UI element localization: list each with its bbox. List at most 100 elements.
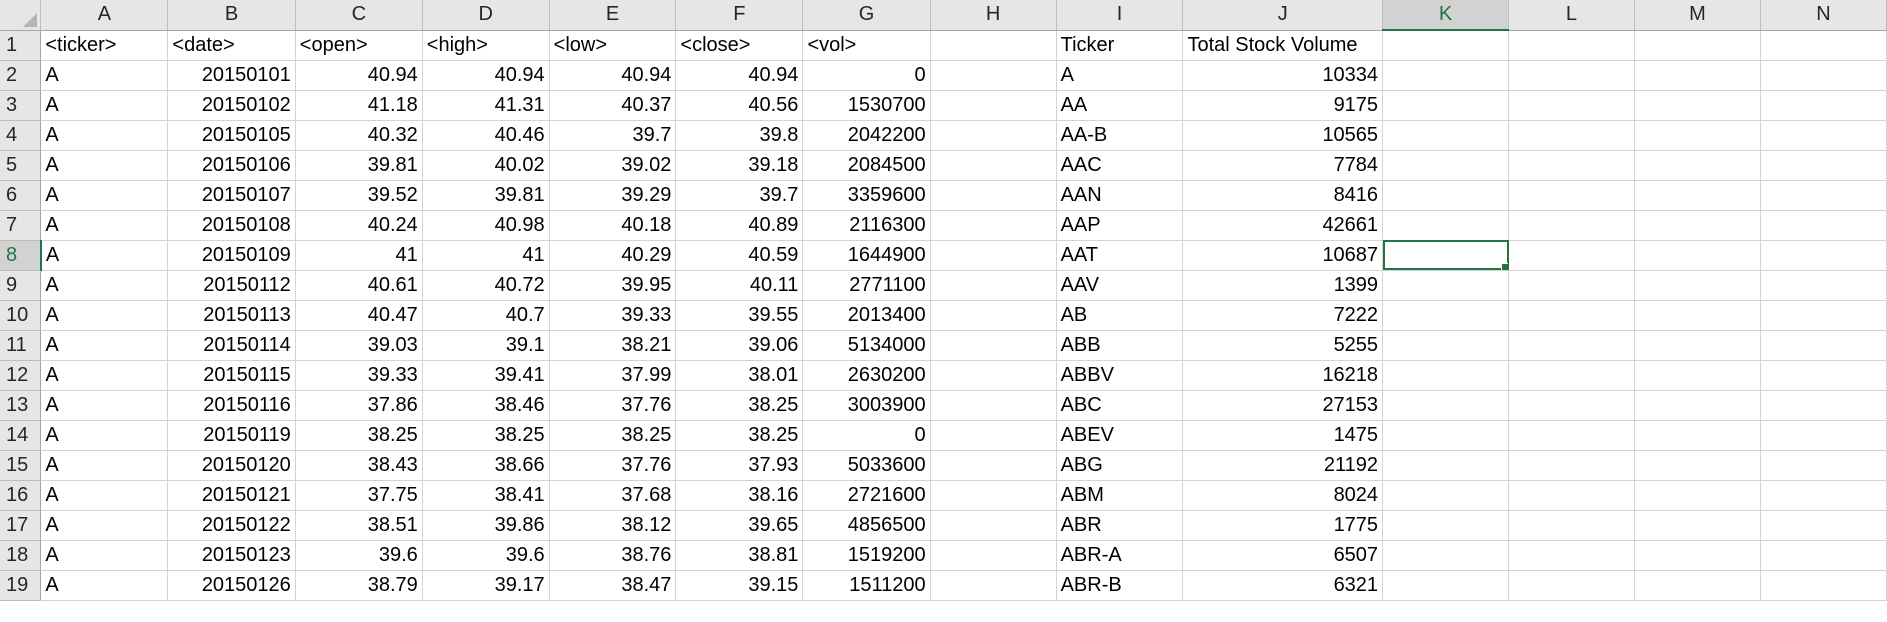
cell-k3[interactable] [1382, 90, 1509, 121]
cell-n12[interactable] [1760, 360, 1887, 391]
cell-m10[interactable] [1634, 300, 1761, 331]
cell-m18[interactable] [1634, 540, 1761, 571]
cell-e18[interactable]: 38.76 [549, 540, 677, 571]
row-header-3[interactable]: 3 [0, 90, 42, 121]
cell-m2[interactable] [1634, 60, 1761, 91]
row-header-10[interactable]: 10 [0, 300, 42, 331]
cell-m19[interactable] [1634, 570, 1761, 601]
cell-l1[interactable] [1508, 30, 1635, 61]
cell-n1[interactable] [1760, 30, 1887, 61]
cell-f1[interactable]: <close> [675, 30, 804, 61]
cell-h7[interactable] [930, 210, 1057, 241]
column-header-g[interactable]: G [802, 0, 931, 31]
cell-f5[interactable]: 39.18 [675, 150, 804, 181]
cell-b18[interactable]: 20150123 [167, 540, 296, 571]
row-header-2[interactable]: 2 [0, 60, 42, 91]
cell-g9[interactable]: 2771100 [802, 270, 931, 301]
cell-l13[interactable] [1508, 390, 1635, 421]
cell-d10[interactable]: 40.7 [422, 300, 550, 331]
cell-c15[interactable]: 38.43 [295, 450, 423, 481]
cell-l3[interactable] [1508, 90, 1635, 121]
cell-g18[interactable]: 1519200 [802, 540, 931, 571]
cell-m5[interactable] [1634, 150, 1761, 181]
column-header-c[interactable]: C [295, 0, 423, 31]
cell-b1[interactable]: <date> [167, 30, 296, 61]
row-header-18[interactable]: 18 [0, 540, 42, 571]
cell-a19[interactable]: A [40, 570, 169, 601]
cell-k19[interactable] [1382, 570, 1509, 601]
cell-n9[interactable] [1760, 270, 1887, 301]
cell-n18[interactable] [1760, 540, 1887, 571]
cell-i15[interactable]: ABG [1056, 450, 1184, 481]
row-header-15[interactable]: 15 [0, 450, 42, 481]
cell-f15[interactable]: 37.93 [675, 450, 804, 481]
cell-i9[interactable]: AAV [1056, 270, 1184, 301]
cell-f10[interactable]: 39.55 [675, 300, 804, 331]
cell-c16[interactable]: 37.75 [295, 480, 423, 511]
cell-c5[interactable]: 39.81 [295, 150, 423, 181]
cell-a14[interactable]: A [40, 420, 169, 451]
cell-l12[interactable] [1508, 360, 1635, 391]
cell-d13[interactable]: 38.46 [422, 390, 550, 421]
cell-c18[interactable]: 39.6 [295, 540, 423, 571]
cell-f4[interactable]: 39.8 [675, 120, 804, 151]
cell-f2[interactable]: 40.94 [675, 60, 804, 91]
cell-i4[interactable]: AA-B [1056, 120, 1184, 151]
cell-e15[interactable]: 37.76 [549, 450, 677, 481]
cell-j14[interactable]: 1475 [1182, 420, 1384, 451]
cell-k15[interactable] [1382, 450, 1509, 481]
cell-l2[interactable] [1508, 60, 1635, 91]
cell-a10[interactable]: A [40, 300, 169, 331]
cell-c19[interactable]: 38.79 [295, 570, 423, 601]
cell-e2[interactable]: 40.94 [549, 60, 677, 91]
cell-m6[interactable] [1634, 180, 1761, 211]
cell-b8[interactable]: 20150109 [167, 240, 296, 271]
cell-c3[interactable]: 41.18 [295, 90, 423, 121]
cell-b19[interactable]: 20150126 [167, 570, 296, 601]
cell-b5[interactable]: 20150106 [167, 150, 296, 181]
cell-h4[interactable] [930, 120, 1057, 151]
cell-e17[interactable]: 38.12 [549, 510, 677, 541]
cell-i7[interactable]: AAP [1056, 210, 1184, 241]
cell-k14[interactable] [1382, 420, 1509, 451]
cell-d4[interactable]: 40.46 [422, 120, 550, 151]
cell-j18[interactable]: 6507 [1182, 540, 1384, 571]
cell-j11[interactable]: 5255 [1182, 330, 1384, 361]
cell-d1[interactable]: <high> [422, 30, 550, 61]
cell-f17[interactable]: 39.65 [675, 510, 804, 541]
cell-b13[interactable]: 20150116 [167, 390, 296, 421]
cell-b17[interactable]: 20150122 [167, 510, 296, 541]
cell-g4[interactable]: 2042200 [802, 120, 931, 151]
cell-b10[interactable]: 20150113 [167, 300, 296, 331]
cell-d16[interactable]: 38.41 [422, 480, 550, 511]
cell-g17[interactable]: 4856500 [802, 510, 931, 541]
cell-d17[interactable]: 39.86 [422, 510, 550, 541]
row-header-1[interactable]: 1 [0, 30, 42, 61]
cell-e4[interactable]: 39.7 [549, 120, 677, 151]
cell-e12[interactable]: 37.99 [549, 360, 677, 391]
cell-l19[interactable] [1508, 570, 1635, 601]
cell-j9[interactable]: 1399 [1182, 270, 1384, 301]
row-header-13[interactable]: 13 [0, 390, 42, 421]
cell-a8[interactable]: A [40, 240, 169, 271]
cell-m11[interactable] [1634, 330, 1761, 361]
cell-g1[interactable]: <vol> [802, 30, 931, 61]
cell-m1[interactable] [1634, 30, 1761, 61]
cell-j12[interactable]: 16218 [1182, 360, 1384, 391]
cell-m16[interactable] [1634, 480, 1761, 511]
cell-l15[interactable] [1508, 450, 1635, 481]
cell-d9[interactable]: 40.72 [422, 270, 550, 301]
cell-e6[interactable]: 39.29 [549, 180, 677, 211]
cell-g13[interactable]: 3003900 [802, 390, 931, 421]
cell-f19[interactable]: 39.15 [675, 570, 804, 601]
cell-l8[interactable] [1508, 240, 1635, 271]
cell-a3[interactable]: A [40, 90, 169, 121]
cell-h2[interactable] [930, 60, 1057, 91]
cell-b3[interactable]: 20150102 [167, 90, 296, 121]
row-header-19[interactable]: 19 [0, 570, 42, 601]
cell-b15[interactable]: 20150120 [167, 450, 296, 481]
column-header-l[interactable]: L [1508, 0, 1635, 31]
cell-n6[interactable] [1760, 180, 1887, 211]
cell-a2[interactable]: A [40, 60, 169, 91]
